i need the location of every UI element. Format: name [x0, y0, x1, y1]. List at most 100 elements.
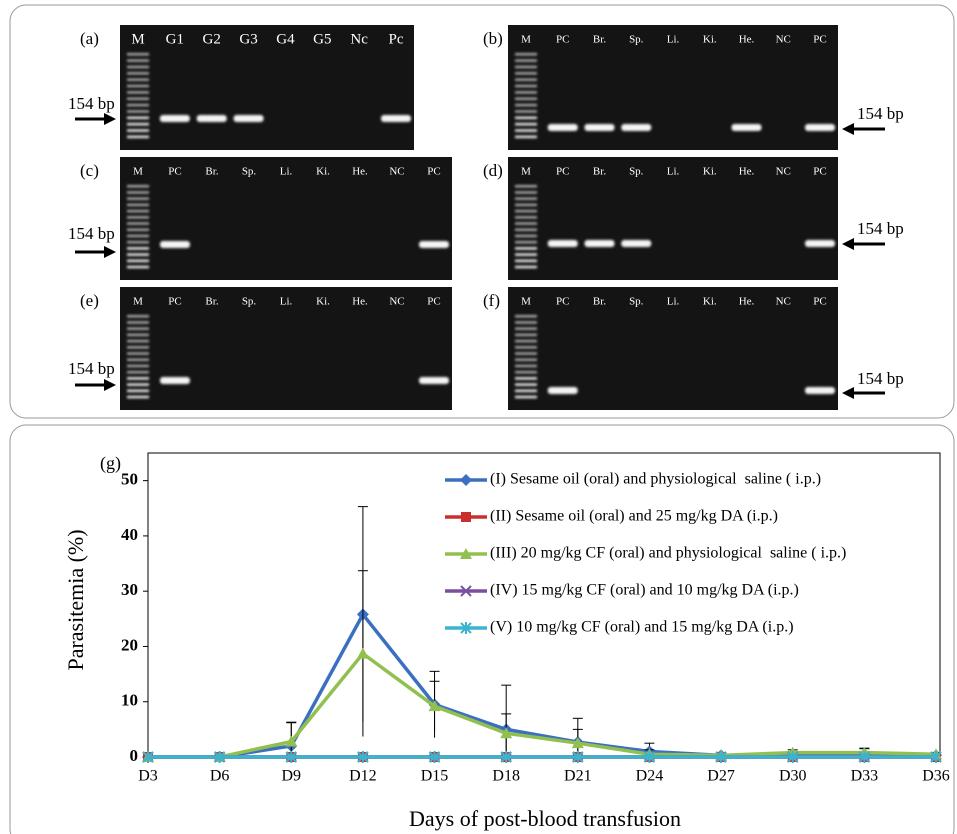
band-size-label: 154 bp	[68, 359, 115, 378]
legend-marker	[461, 512, 471, 522]
ladder-band	[127, 216, 149, 219]
ladder-band	[515, 97, 537, 100]
ladder-band	[127, 78, 149, 81]
x-tick-label: D36	[922, 768, 950, 785]
band-size-label: 154 bp	[68, 224, 115, 243]
ladder-band	[515, 253, 537, 256]
dna-band	[547, 387, 578, 394]
dna-band	[547, 124, 578, 131]
ladder-band	[515, 247, 537, 250]
ladder-band	[127, 358, 149, 361]
ladder-band	[515, 339, 537, 343]
data-point	[428, 751, 441, 763]
ladder-band	[127, 110, 149, 113]
ladder-band	[127, 352, 149, 355]
band-size-label: 154 bp	[857, 369, 904, 388]
lane-label: PC	[427, 166, 440, 178]
ladder-band	[127, 377, 149, 380]
gel-frame	[9, 4, 955, 419]
y-tick-label: 20	[121, 635, 138, 654]
ladder-band	[127, 228, 149, 231]
dna-band	[159, 115, 190, 122]
y-axis-label: Parasitemia (%)	[63, 529, 88, 670]
ladder-band	[127, 240, 149, 244]
ladder-band	[127, 185, 149, 188]
ladder-band	[127, 234, 149, 238]
lane-label: Nc	[350, 31, 368, 47]
lane-label: NC	[776, 296, 791, 308]
lane-label: Br.	[593, 34, 606, 46]
y-tick-label: 50	[121, 470, 138, 489]
x-tick-label: D12	[349, 768, 377, 785]
lane-label: Sp.	[629, 166, 644, 178]
lane-label: He.	[352, 296, 368, 308]
data-point	[285, 751, 297, 763]
lane-label: G2	[203, 31, 221, 47]
ladder-band	[515, 228, 537, 231]
ladder-band	[515, 240, 537, 244]
lane-label: Br.	[593, 296, 606, 308]
lane-label: Li.	[280, 296, 293, 308]
data-point	[500, 751, 512, 763]
dna-band	[381, 115, 411, 122]
lane-label: PC	[813, 296, 826, 308]
ladder-band	[515, 122, 537, 126]
ladder-band	[515, 395, 537, 399]
ladder-band	[127, 53, 149, 56]
ladder-band	[127, 333, 149, 337]
lane-label: PC	[168, 296, 181, 308]
ladder-band	[515, 197, 537, 200]
plot-frame	[147, 452, 941, 758]
ladder-band	[127, 265, 149, 269]
lane-label: Br.	[593, 166, 606, 178]
ladder-band	[127, 72, 149, 75]
dna-band	[805, 240, 835, 247]
lane-label: Pc	[389, 31, 404, 47]
ladder-band	[127, 209, 149, 213]
ladder-band	[127, 222, 149, 225]
ladder-band	[127, 253, 149, 256]
data-point	[787, 751, 799, 763]
data-point	[571, 737, 584, 749]
lane-label: NC	[776, 34, 791, 46]
lane-label: Ki.	[703, 166, 717, 178]
ladder-band	[515, 84, 537, 88]
ladder-band	[515, 389, 537, 393]
ladder-band	[515, 333, 537, 337]
ladder-band	[127, 103, 149, 107]
data-point	[572, 751, 584, 763]
gel-image	[120, 157, 452, 280]
legend-marker	[460, 548, 472, 559]
x-tick-label: D27	[707, 768, 735, 785]
lane-label: PC	[168, 166, 181, 178]
x-tick-label: D9	[281, 768, 301, 785]
lane-label: Ki.	[316, 166, 330, 178]
ladder-band	[515, 321, 537, 324]
dna-band	[233, 115, 264, 122]
ladder-band	[515, 59, 537, 62]
gel-panel-label: (f)	[483, 291, 500, 310]
dna-band	[160, 377, 190, 384]
x-axis-label: Days of post-blood transfusion	[409, 806, 681, 831]
arrow-head	[104, 246, 116, 258]
dna-band	[584, 124, 615, 131]
lane-label: Li.	[280, 166, 293, 178]
data-point	[428, 700, 441, 712]
dna-band	[621, 240, 652, 247]
ladder-band	[127, 339, 149, 343]
dna-band	[547, 240, 578, 247]
gel-image	[120, 25, 414, 150]
lane-label: M	[133, 166, 143, 178]
dna-band	[805, 387, 835, 394]
ladder-band	[127, 346, 149, 349]
lane-label: Li.	[667, 296, 680, 308]
series-line	[148, 611, 937, 759]
lane-label: NC	[389, 166, 404, 178]
band-size-label: 154 bp	[857, 219, 904, 238]
arrow-head	[104, 113, 116, 125]
dna-band	[196, 115, 227, 122]
x-tick-label: D3	[138, 768, 158, 785]
lane-label: Sp.	[629, 34, 644, 46]
dna-band	[160, 241, 190, 248]
